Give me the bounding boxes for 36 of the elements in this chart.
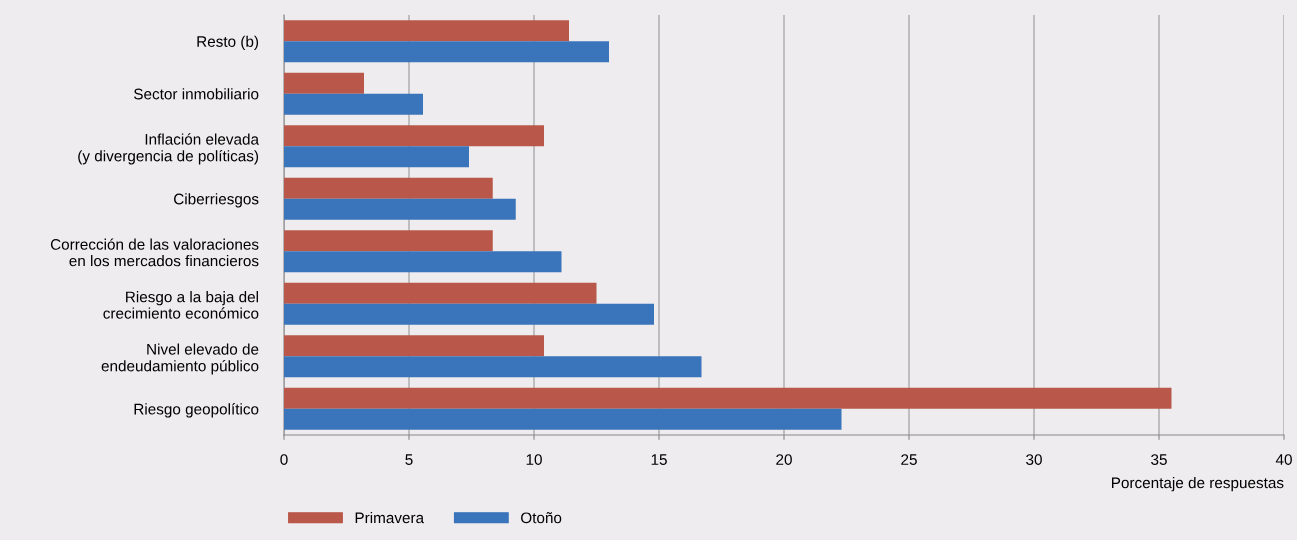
legend-label: Primavera [355,512,425,524]
x-tick-label: 25 [901,454,917,465]
bar [284,282,597,304]
x-tick-label: 5 [405,454,413,465]
bar [284,20,569,42]
y-tick-label: Riesgo geopolítico [134,403,259,418]
bar [284,198,516,220]
bar [284,72,364,94]
y-tick-label: Resto (b) [197,35,259,50]
bar [284,230,493,252]
bar [284,335,544,357]
legend-label: Otoño [521,512,562,524]
x-tick-label: 0 [280,454,288,465]
bar [284,177,493,199]
y-tick-label: Sector inmobiliario [134,88,259,100]
y-tick-label: Ciberriesgos [174,193,259,208]
x-tick-label: 30 [1026,454,1042,465]
x-tick-label: 10 [526,454,542,465]
y-tick-label: Riesgo a la baja del crecimiento económico [103,291,259,319]
x-tick-label: 40 [1275,454,1292,465]
y-tick-label: Corrección de las valoraciones en los mercados financieros [50,238,259,267]
bar [284,408,842,430]
bar [284,303,654,325]
y-tick-label: Nivel elevado de endeudamiento público [101,343,259,375]
x-axis-title: Porcentaje de respuestas [1112,477,1284,492]
bar [284,125,544,147]
bar [284,93,423,115]
x-tick-label: 35 [1151,454,1167,465]
bar [284,41,609,63]
x-tick-label: 15 [651,454,667,465]
y-tick-label: Inflación elevada (y divergencia de políticas) [78,133,260,165]
bar [284,146,469,168]
x-tick-label: 20 [776,454,792,465]
bar [284,356,702,378]
bar [284,251,562,273]
bar [284,387,1172,409]
